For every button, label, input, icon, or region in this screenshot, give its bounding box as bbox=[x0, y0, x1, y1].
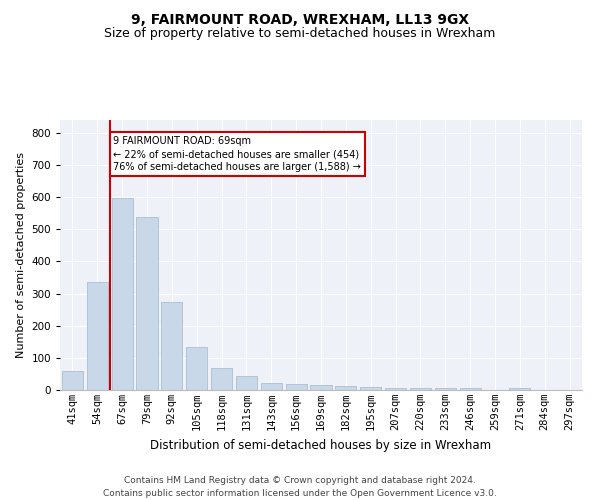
Text: Contains HM Land Registry data © Crown copyright and database right 2024.
Contai: Contains HM Land Registry data © Crown c… bbox=[103, 476, 497, 498]
Text: 9, FAIRMOUNT ROAD, WREXHAM, LL13 9GX: 9, FAIRMOUNT ROAD, WREXHAM, LL13 9GX bbox=[131, 12, 469, 26]
Text: Size of property relative to semi-detached houses in Wrexham: Size of property relative to semi-detach… bbox=[104, 28, 496, 40]
X-axis label: Distribution of semi-detached houses by size in Wrexham: Distribution of semi-detached houses by … bbox=[151, 438, 491, 452]
Bar bbox=[87, 282, 108, 390]
Bar bbox=[335, 386, 356, 390]
Bar bbox=[385, 388, 406, 390]
Bar bbox=[410, 388, 431, 390]
Bar bbox=[360, 387, 381, 390]
Bar bbox=[112, 198, 133, 390]
Bar bbox=[261, 382, 282, 390]
Bar bbox=[509, 388, 530, 390]
Bar bbox=[62, 370, 83, 390]
Bar bbox=[460, 388, 481, 390]
Bar bbox=[186, 346, 207, 390]
Bar bbox=[136, 218, 158, 390]
Y-axis label: Number of semi-detached properties: Number of semi-detached properties bbox=[16, 152, 26, 358]
Bar bbox=[435, 388, 456, 390]
Bar bbox=[161, 302, 182, 390]
Text: 9 FAIRMOUNT ROAD: 69sqm
← 22% of semi-detached houses are smaller (454)
76% of s: 9 FAIRMOUNT ROAD: 69sqm ← 22% of semi-de… bbox=[113, 136, 361, 172]
Bar bbox=[310, 384, 332, 390]
Bar bbox=[236, 376, 257, 390]
Bar bbox=[211, 368, 232, 390]
Bar bbox=[286, 384, 307, 390]
